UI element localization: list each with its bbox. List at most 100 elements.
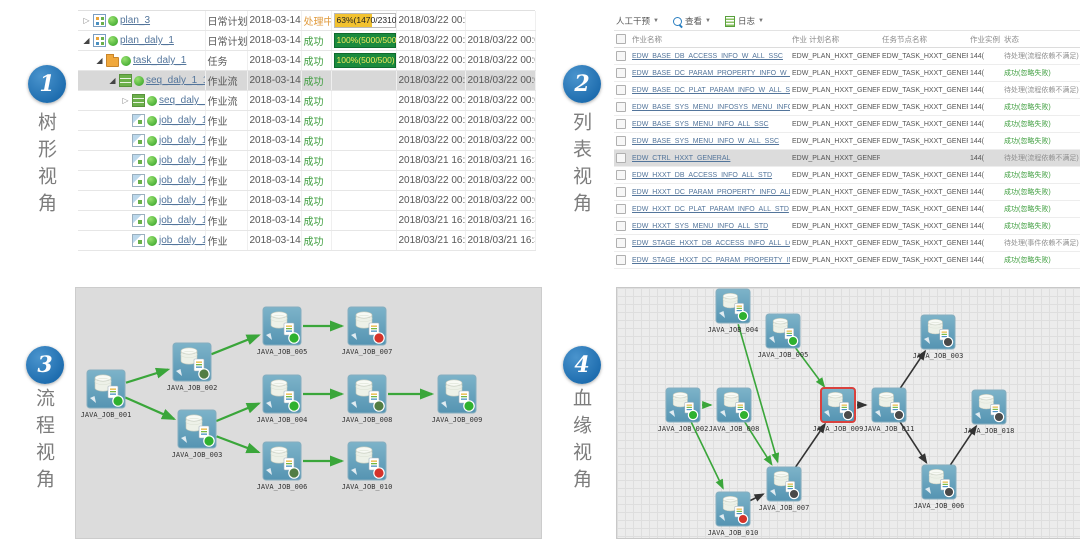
row-checkbox[interactable] — [616, 238, 626, 248]
job-node[interactable]: JAVA_JOB_006 — [914, 464, 965, 510]
job-name-link[interactable]: EDW_HXXT_SYS_MENU_INFO_ALL_STD — [632, 222, 769, 230]
row-checkbox[interactable] — [616, 204, 626, 214]
job-node[interactable]: JAVA_JOB_005 — [758, 313, 809, 359]
list-row[interactable]: EDW_CTRL_HXXT_GENERAL EDW_PLAN_HXXT_GENER… — [614, 149, 1080, 167]
toolbar-button[interactable]: 查看 ▼ — [672, 15, 711, 27]
job-name-link[interactable]: EDW_HXXT_DC_PARAM_PROPERTY_INFO_ALL_STD — [632, 188, 790, 196]
node-name-link[interactable]: job_daly_1_4 — [159, 195, 204, 206]
job-node[interactable]: JAVA_JOB_018 — [964, 389, 1015, 435]
expand-caret-icon[interactable]: ▷ — [122, 96, 129, 105]
job-node[interactable]: JAVA_JOB_004 — [257, 374, 308, 424]
job-name-link[interactable]: EDW_CTRL_HXXT_GENERAL — [632, 154, 731, 162]
row-checkbox[interactable] — [616, 68, 626, 78]
job-node[interactable]: JAVA_JOB_005 — [257, 306, 308, 356]
job-node[interactable]: JAVA_JOB_007 — [759, 466, 810, 512]
business-date: 2018-03-14 — [247, 90, 302, 111]
list-row[interactable]: EDW_HXXT_DB_ACCESS_INFO_ALL_STD EDW_PLAN_… — [614, 166, 1080, 184]
list-row[interactable]: EDW_HXXT_DC_PLAT_PARAM_INFO_ALL_STD EDW_P… — [614, 200, 1080, 218]
job-name-link[interactable]: EDW_HXXT_DC_PLAT_PARAM_INFO_ALL_STD — [632, 205, 789, 213]
job-node[interactable]: JAVA_JOB_007 — [342, 306, 393, 356]
job-node[interactable]: JAVA_JOB_004 — [708, 288, 759, 334]
toolbar-button[interactable]: 人工干预 ▼ — [616, 15, 659, 27]
tree-row[interactable]: ▷ plan_3 日常计划 2018-03-14 处理中 63%(1470/2310) 20… — [78, 11, 536, 31]
job-name-link[interactable]: EDW_STAGE_HXXT_DC_PARAM_PROPERTY_INFO_AL… — [632, 256, 790, 264]
job-name-link[interactable]: EDW_BASE_SYS_MENU_INFOSYS_MENU_INFO_ALL_… — [632, 103, 790, 111]
job-node[interactable]: JAVA_JOB_001 — [81, 369, 132, 419]
tree-row[interactable]: ◢ task_daly_1 任务 2018-03-14 成功 100%(500/500) 2… — [78, 50, 536, 71]
list-row[interactable]: EDW_HXXT_DC_PARAM_PROPERTY_INFO_ALL_STDE… — [614, 183, 1080, 201]
row-checkbox[interactable] — [616, 85, 626, 95]
toolbar-button[interactable]: 日志 ▼ — [724, 15, 764, 27]
list-row[interactable]: EDW_BASE_DB_ACCESS_INFO_W_ALL_SSC EDW_PLA… — [614, 47, 1080, 65]
list-row[interactable]: EDW_BASE_SYS_MENU_INFO_ALL_SSC EDW_PLAN_H… — [614, 115, 1080, 133]
row-checkbox[interactable] — [616, 221, 626, 231]
job-node[interactable]: JAVA_JOB_008 — [709, 387, 760, 433]
job-name-link[interactable]: EDW_HXXT_DB_ACCESS_INFO_ALL_STD — [632, 171, 773, 179]
job-node[interactable]: JAVA_JOB_009 — [432, 374, 483, 424]
row-checkbox[interactable] — [616, 170, 626, 180]
job-node[interactable]: JAVA_JOB_009 — [813, 387, 864, 433]
status-dot-icon — [373, 400, 385, 412]
node-name-link[interactable]: plan_3 — [120, 15, 151, 26]
tree-row[interactable]: ◢ seq_daly_1_1 作业流 2018-03-14 成功 2018/03/22 0… — [78, 70, 536, 91]
expand-caret-icon[interactable]: ▷ — [83, 16, 90, 25]
row-checkbox[interactable] — [616, 51, 626, 61]
list-row[interactable]: EDW_STAGE_HXXT_DC_PARAM_PROPERTY_INFO_AL… — [614, 251, 1080, 269]
list-row[interactable]: EDW_STAGE_HXXT_DB_ACCESS_INFO_ALL_LOAD ED… — [614, 234, 1080, 252]
job-node[interactable]: JAVA_JOB_008 — [342, 374, 393, 424]
node-name-link[interactable]: task_daly_1 — [133, 55, 187, 66]
row-checkbox[interactable] — [616, 255, 626, 265]
list-row[interactable]: EDW_BASE_DC_PARAM_PROPERTY_INFO_W_ALL_SS… — [614, 64, 1080, 82]
job-node[interactable]: JAVA_JOB_011 — [864, 387, 915, 433]
job-node[interactable]: JAVA_JOB_003 — [913, 314, 964, 360]
job-node[interactable]: JAVA_JOB_002 — [658, 387, 709, 433]
column-header[interactable]: 任务节点名称 — [880, 31, 968, 48]
tree-row[interactable]: ◢ plan_daly_1 日常计划 2018-03-14 成功 100%(5000/50… — [78, 30, 536, 51]
node-name-link[interactable]: job_daly_1_5 — [159, 215, 204, 226]
list-row[interactable]: EDW_HXXT_SYS_MENU_INFO_ALL_STD EDW_PLAN_H… — [614, 217, 1080, 235]
collapse-caret-icon[interactable]: ◢ — [83, 36, 90, 45]
node-name-link[interactable]: seq_daly_1_4 — [159, 95, 205, 106]
row-checkbox[interactable] — [616, 153, 626, 163]
node-name-link[interactable]: job_daly_1_1 — [159, 115, 204, 126]
job-name-link[interactable]: EDW_BASE_SYS_MENU_INFO_ALL_SSC — [632, 120, 769, 128]
job-node[interactable]: JAVA_JOB_006 — [257, 441, 308, 491]
job-node[interactable]: JAVA_JOB_010 — [342, 441, 393, 491]
collapse-caret-icon[interactable]: ◢ — [109, 76, 116, 85]
node-name-link[interactable]: job_daly_1_10 — [159, 135, 204, 146]
job-node[interactable]: JAVA_JOB_010 — [708, 491, 759, 537]
list-row[interactable]: EDW_BASE_SYS_MENU_INFO_W_ALL_SSC EDW_PLAN… — [614, 132, 1080, 150]
select-all-checkbox[interactable] — [616, 34, 626, 44]
node-name-link[interactable]: plan_daly_1 — [120, 35, 174, 46]
column-header[interactable]: 作业名称 — [630, 31, 790, 48]
job-name-link[interactable]: EDW_BASE_DB_ACCESS_INFO_W_ALL_SSC — [632, 52, 783, 60]
column-header[interactable]: 状态 — [1002, 31, 1080, 48]
list-row[interactable]: EDW_BASE_SYS_MENU_INFOSYS_MENU_INFO_ALL_… — [614, 98, 1080, 116]
node-name-link[interactable]: job_daly_1_3 — [159, 175, 204, 186]
job-node[interactable]: JAVA_JOB_002 — [167, 342, 218, 392]
column-header[interactable]: 作业 计划名称 — [790, 31, 880, 48]
row-checkbox[interactable] — [616, 136, 626, 146]
row-checkbox[interactable] — [616, 119, 626, 129]
column-header[interactable]: 作业实例 — [968, 31, 1002, 48]
job-name-link[interactable]: EDW_BASE_SYS_MENU_INFO_W_ALL_SSC — [632, 137, 780, 145]
node-name-link[interactable]: seq_daly_1_1 — [146, 75, 205, 86]
row-checkbox[interactable] — [616, 102, 626, 112]
job-name-link[interactable]: EDW_BASE_DC_PLAT_PARAM_INFO_W_ALL_SSC — [632, 86, 790, 94]
job-name-link[interactable]: EDW_STAGE_HXXT_DB_ACCESS_INFO_ALL_LOAD — [632, 239, 790, 247]
row-checkbox[interactable] — [616, 187, 626, 197]
job-name-link[interactable]: EDW_BASE_DC_PARAM_PROPERTY_INFO_W_ALL_SS… — [632, 69, 790, 77]
node-name-link[interactable]: job_daly_1_6 — [159, 235, 204, 246]
collapse-caret-icon[interactable]: ◢ — [96, 56, 103, 65]
job-node[interactable]: JAVA_JOB_003 — [172, 409, 223, 459]
node-name-link[interactable]: job_daly_1_2 — [159, 155, 204, 166]
list-row[interactable]: EDW_BASE_DC_PLAT_PARAM_INFO_W_ALL_SSC EDW… — [614, 81, 1080, 99]
